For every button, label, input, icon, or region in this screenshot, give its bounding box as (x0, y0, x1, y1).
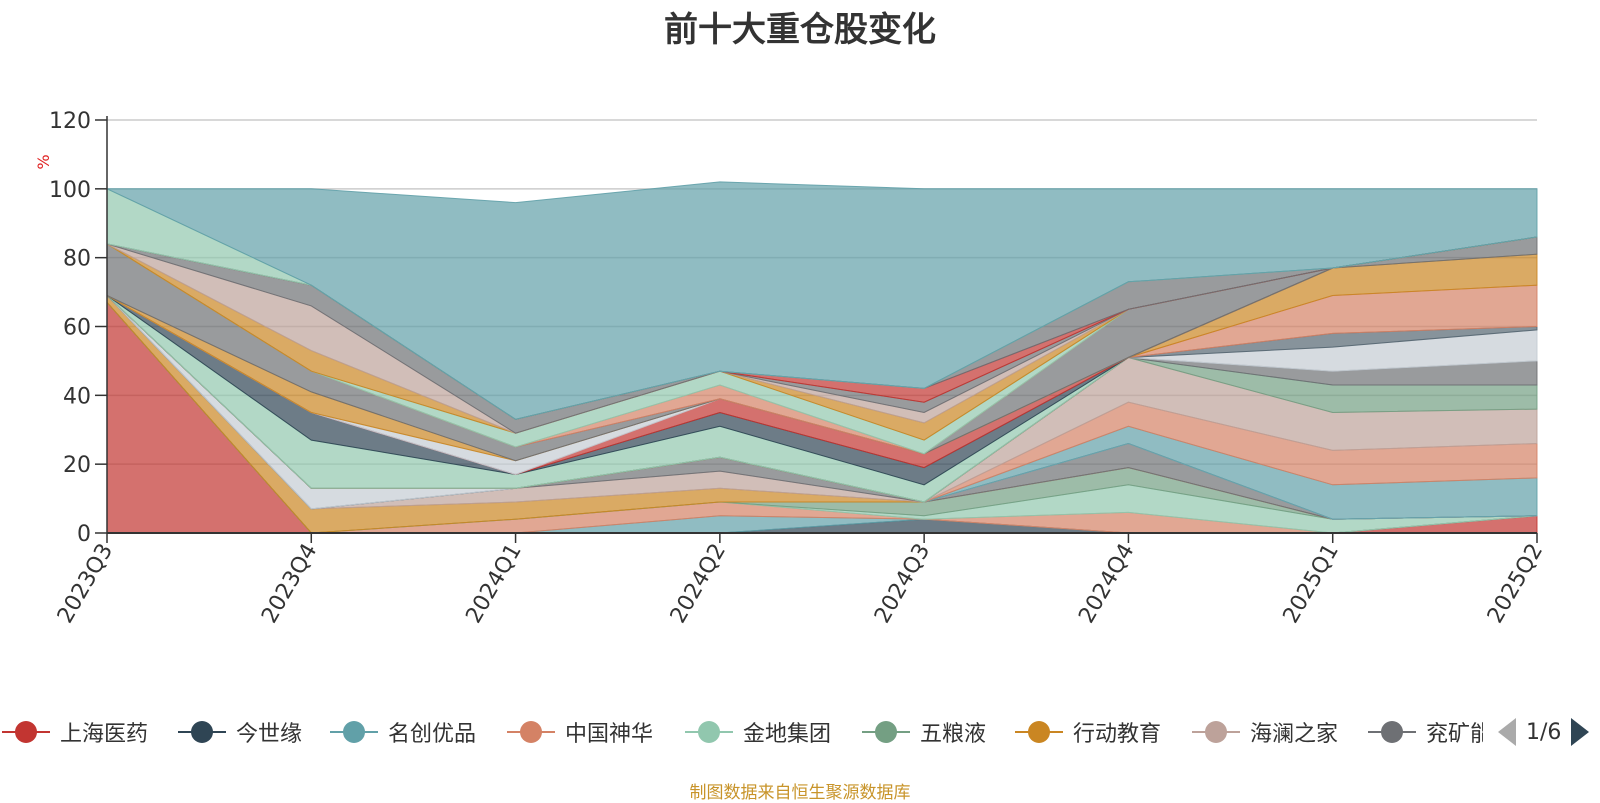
legend-marker-icon (178, 720, 226, 744)
legend-marker-icon (1192, 720, 1240, 744)
y-tick-label: 120 (49, 109, 91, 134)
legend-label: 海澜之家 (1250, 722, 1339, 747)
legend-item[interactable]: 名创优品 (330, 712, 505, 752)
x-tick-label: 2025Q2 (1483, 540, 1548, 628)
x-tick-label: 2024Q4 (1074, 540, 1139, 628)
legend-label: 中国神华 (565, 722, 654, 747)
legend-label: 金地集团 (743, 722, 832, 747)
legend-marker-icon (2, 720, 50, 744)
legend-page-indicator: 1/6 (1526, 719, 1562, 745)
x-tick-label: 2024Q1 (461, 540, 526, 628)
legend-item[interactable]: 五粮液 (862, 712, 1012, 752)
x-tick-label: 2024Q3 (870, 540, 935, 628)
legend-marker-icon (1368, 720, 1416, 744)
legend-label: 行动教育 (1073, 722, 1162, 747)
legend-label: 上海医药 (60, 722, 149, 747)
legend-label: 名创优品 (388, 722, 477, 747)
data-source-note: 制图数据来自恒生聚源数据库 (689, 783, 911, 803)
legend-label: 今世缘 (236, 722, 303, 747)
y-axis-unit: % (34, 154, 53, 169)
legend-item[interactable]: 金地集团 (685, 712, 860, 752)
legend-label: 兖矿能源 (1426, 722, 1483, 747)
legend-next-page-icon[interactable] (1571, 718, 1590, 746)
chart-title: 前十大重仓股变化 (664, 10, 936, 50)
y-tick-label: 40 (63, 384, 91, 409)
legend-pager: 1/6 (1498, 712, 1590, 752)
legend-label: 五粮液 (920, 722, 987, 747)
legend-marker-icon (685, 720, 733, 744)
legend-prev-page-icon[interactable] (1498, 718, 1516, 746)
chart-legend: 上海医药 今世缘 名创优品 中国神华 金地集团 五粮液 行动教育 海澜之家 兖矿能源 (0, 712, 1600, 752)
y-tick-label: 100 (49, 178, 91, 203)
y-tick-label: 80 (63, 247, 91, 272)
x-tick-label: 2023Q4 (257, 540, 322, 628)
legend-marker-icon (507, 720, 555, 744)
legend-marker-icon (330, 720, 378, 744)
x-tick-label: 2025Q1 (1279, 540, 1344, 628)
y-tick-label: 20 (63, 453, 91, 478)
legend-marker-icon (862, 720, 910, 744)
area-series-其他余量[interactable] (106, 181, 1538, 420)
x-tick-label: 2024Q2 (666, 540, 731, 628)
legend-item[interactable]: 中国神华 (507, 712, 682, 752)
area-series-group (106, 181, 1538, 534)
x-tick-label: 2023Q3 (53, 540, 118, 628)
legend-item[interactable]: 上海医药 (2, 712, 172, 752)
legend-item[interactable]: 今世缘 (178, 712, 328, 752)
y-tick-label: 60 (63, 316, 91, 341)
legend-marker-icon (1015, 720, 1063, 744)
legend-item[interactable]: 兖矿能源 (1368, 712, 1483, 752)
legend-item[interactable]: 海澜之家 (1192, 712, 1367, 752)
legend-item[interactable]: 行动教育 (1015, 712, 1190, 752)
stacked-area-chart: 0 20 40 60 80 100 120 2023Q3 2023Q4 2024Q1 2024Q2 2… (34, 109, 1548, 628)
y-tick-label: 0 (77, 522, 91, 547)
